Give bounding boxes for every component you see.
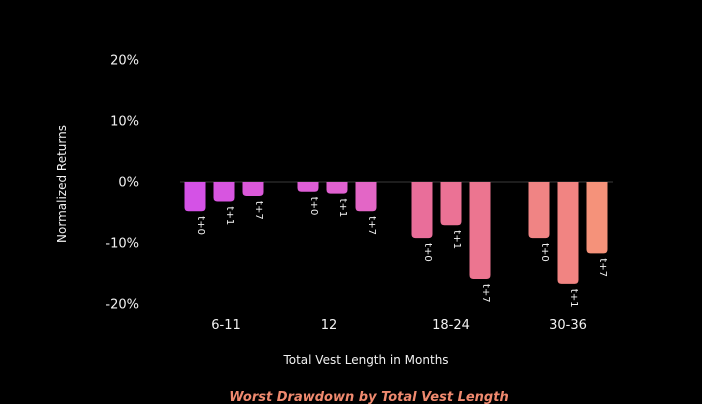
bar [326, 182, 348, 194]
chart-title: Worst Drawdown by Total Vest Length [229, 390, 508, 404]
bar-label: t+7 [366, 216, 377, 235]
bars [184, 182, 608, 284]
bar-label: t+7 [480, 284, 491, 303]
bar-label: t+1 [337, 199, 348, 218]
bar-label: t+0 [195, 216, 206, 235]
bar-label: t+7 [597, 258, 608, 277]
x-tick-label: 30-36 [549, 318, 587, 333]
bar [469, 182, 491, 279]
bar-label: t+0 [308, 197, 319, 216]
bar-label: t+1 [568, 289, 579, 308]
bar-label: t+7 [253, 201, 264, 220]
bar [355, 182, 377, 212]
bar-label: t+1 [224, 207, 235, 226]
bar [297, 182, 319, 192]
bar [557, 182, 579, 284]
bar [528, 182, 550, 239]
bar-label: t+0 [539, 243, 550, 262]
y-tick-label: 0% [118, 176, 139, 191]
y-tick-labels: 20% 10% 0% -10% -20% [105, 54, 139, 313]
x-tick-label: 6-11 [211, 318, 241, 333]
bar [411, 182, 433, 239]
bar [213, 182, 235, 202]
bar-labels: t+0 t+1 t+7 t+0 t+1 t+7 t+0 t+1 t+7 t+0 t+1 t+7 [195, 197, 608, 308]
x-tick-labels: 6-11 12 18-24 30-36 [211, 318, 587, 333]
y-tick-label: -20% [105, 298, 139, 313]
bar [586, 182, 608, 254]
bar-label: t+1 [451, 230, 462, 249]
y-axis-title: Normalized Returns [55, 125, 69, 243]
y-tick-label: 10% [110, 115, 139, 130]
bar [184, 182, 206, 212]
y-tick-label: -10% [105, 237, 139, 252]
bar [242, 182, 264, 197]
bar [440, 182, 462, 226]
y-tick-label: 20% [110, 54, 139, 69]
bar-label: t+0 [422, 243, 433, 262]
x-tick-label: 18-24 [432, 318, 470, 333]
x-tick-label: 12 [321, 318, 338, 333]
x-axis-title: Total Vest Length in Months [282, 353, 448, 367]
